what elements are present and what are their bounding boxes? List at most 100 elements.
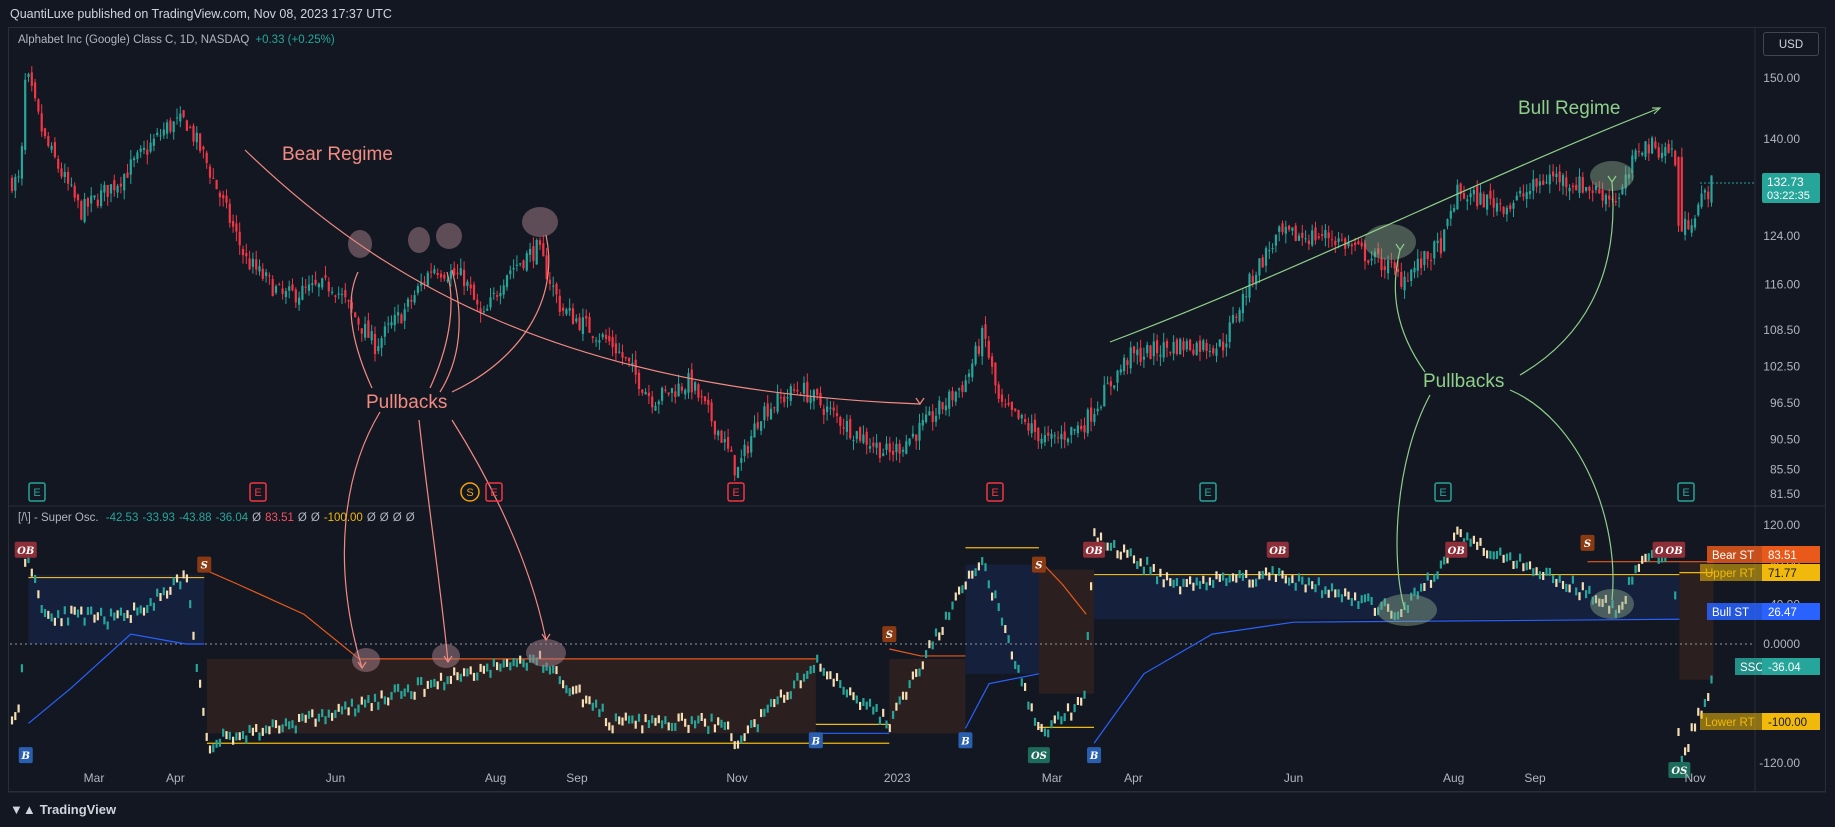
candle (179, 106, 182, 128)
candle (472, 281, 476, 301)
candle (1053, 431, 1056, 444)
candle (1436, 232, 1439, 252)
osc-bar (901, 691, 905, 700)
candle (925, 406, 928, 424)
candle (562, 303, 565, 317)
candle (1486, 194, 1489, 216)
candle (614, 334, 617, 361)
candle (862, 425, 865, 445)
osc-bar (1469, 538, 1472, 547)
osc-bar (80, 606, 83, 615)
osc-bar (1347, 591, 1350, 600)
osc-bar (984, 563, 987, 572)
candle (327, 277, 330, 297)
osc-bar (931, 641, 934, 650)
osc-bar (637, 713, 641, 722)
candle (1185, 338, 1188, 352)
osc-bar (905, 691, 908, 700)
candle (426, 270, 429, 288)
event-label: E (732, 487, 739, 499)
osc-bar (641, 725, 644, 734)
candle (205, 150, 208, 169)
candle (20, 142, 23, 186)
osc-bar (350, 698, 353, 707)
osc-bar (892, 710, 895, 719)
candle (383, 321, 386, 346)
candle (647, 384, 650, 405)
osc-bar (964, 581, 967, 590)
signal-marker-label: S (1035, 561, 1042, 572)
candle (839, 415, 842, 435)
candle (109, 183, 113, 203)
pullback-highlight (408, 227, 430, 253)
candle (317, 282, 320, 297)
osc-bar (225, 731, 228, 740)
candle (192, 123, 195, 147)
candle (1212, 345, 1215, 357)
osc-bar (1373, 607, 1376, 616)
candle (1142, 347, 1145, 368)
osc-bar (644, 714, 647, 723)
osc-bar (961, 585, 964, 594)
candle (1321, 225, 1324, 241)
currency-button[interactable]: USD (1763, 32, 1819, 56)
candle (783, 393, 786, 408)
candle (159, 129, 162, 141)
candle (1499, 198, 1502, 212)
candle (83, 192, 86, 224)
candle (43, 127, 47, 139)
candle (555, 282, 558, 304)
candle (149, 133, 152, 154)
osc-bar (175, 574, 179, 583)
osc-bar (1198, 581, 1202, 590)
osc-bar (436, 681, 439, 690)
candle (532, 237, 535, 269)
candle (859, 426, 862, 444)
bull-st-line (1093, 618, 1680, 744)
candle (1515, 191, 1518, 201)
candle (324, 265, 327, 281)
candle (139, 145, 142, 158)
osc-bar (1222, 572, 1225, 581)
osc-bar (258, 732, 261, 741)
osc-bar (1126, 549, 1129, 558)
candle (1291, 227, 1294, 236)
candle (453, 261, 456, 276)
osc-bar (1608, 605, 1611, 614)
x-tick-label: Nov (1684, 771, 1705, 785)
osc-bar (251, 727, 254, 736)
candle (86, 196, 89, 216)
candle (1109, 376, 1112, 396)
osc-bar (499, 663, 502, 672)
candle (60, 162, 63, 179)
candle (47, 132, 50, 148)
candle (855, 430, 858, 444)
osc-bar (416, 677, 419, 686)
osc-bar (819, 663, 822, 672)
osc-bar (1492, 551, 1495, 560)
signal-marker-label: OS (1031, 751, 1047, 762)
osc-bar (27, 555, 30, 564)
osc-bar (426, 680, 429, 689)
candle (370, 324, 373, 345)
osc-bar (357, 704, 360, 713)
osc-bar (654, 717, 657, 726)
candle (542, 235, 545, 257)
osc-bar (1396, 611, 1400, 620)
pullback-highlight (522, 207, 558, 237)
osc-bar (1179, 586, 1182, 595)
osc-bar (756, 724, 759, 733)
signal-marker: B (808, 732, 823, 749)
candle (377, 338, 380, 355)
candle (948, 389, 951, 417)
osc-bar (278, 725, 281, 734)
osc-bar (766, 704, 769, 713)
signal-marker-label: B (1089, 751, 1098, 762)
osc-bar (661, 720, 664, 729)
candle (697, 382, 700, 402)
y-tick-label: 116.00 (1764, 278, 1800, 292)
osc-bar (383, 696, 386, 705)
candle (443, 271, 446, 282)
osc-bar (1159, 568, 1162, 577)
